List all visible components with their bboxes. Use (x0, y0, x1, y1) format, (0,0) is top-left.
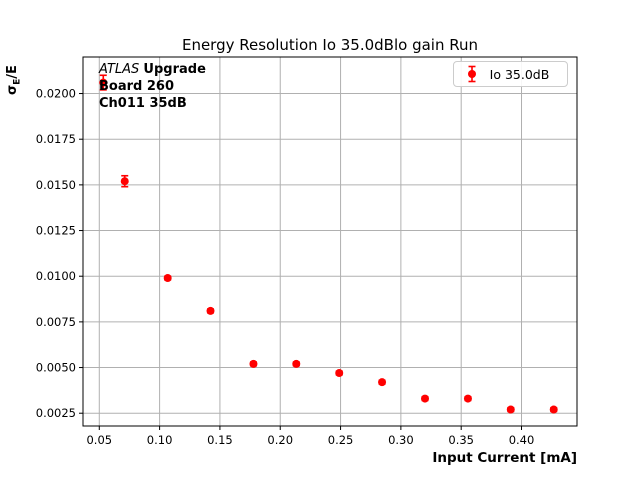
data-point (120, 177, 129, 186)
x-tick-label: 0.20 (267, 433, 293, 447)
annotation-line-2: Board 260 (99, 79, 174, 94)
ylabel-subscript: E (12, 78, 23, 85)
plot-border (82, 56, 578, 427)
x-tick-label: 0.10 (147, 433, 173, 447)
y-tick-label: 0.0125 (36, 224, 76, 238)
data-point (421, 394, 429, 403)
series-Io-35-0dB (99, 74, 558, 414)
ylabel-sigma: σ (5, 84, 20, 95)
y-tick-label: 0.0150 (36, 178, 76, 192)
data-point (99, 78, 108, 87)
annotation-upgrade: Upgrade (143, 62, 206, 77)
x-axis-label: Input Current [mA] (432, 450, 577, 466)
annotation: ATLAS Upgrade Board 260 Ch011 35dB (99, 61, 206, 112)
x-tick-label: 0.30 (388, 433, 414, 447)
ylabel-rest: /E (5, 65, 20, 79)
y-tick-label: 0.0025 (36, 406, 76, 420)
y-tick-label: 0.0050 (36, 361, 76, 375)
x-ticks: 0.05 0.10 0.15 0.20 0.25 0.30 0.35 0.40 (86, 426, 534, 447)
y-tick-label: 0.0075 (36, 315, 76, 329)
y-tick-label: 0.0200 (36, 87, 76, 101)
gridlines (83, 57, 577, 426)
annotation-line-1: ATLAS Upgrade (99, 61, 206, 78)
legend-label: Io 35.0dB (489, 66, 550, 82)
legend-marker-icon (468, 65, 476, 83)
chart-title: Energy Resolution Io 35.0dBlo gain Run (181, 36, 479, 54)
data-point (206, 306, 215, 315)
data-point (463, 394, 472, 403)
data-point (378, 378, 387, 387)
data-point (163, 274, 172, 283)
x-tick-label: 0.35 (448, 433, 474, 447)
data-point (506, 405, 515, 414)
x-tick-label: 0.15 (207, 433, 233, 447)
data-point (292, 359, 301, 368)
y-ticks: 0.0025 0.0050 0.0075 0.0100 0.0125 0.0150 0.01… (36, 87, 83, 420)
x-tick-label: 0.25 (328, 433, 354, 447)
y-axis-label: σE/E (5, 54, 23, 106)
legend: Io 35.0dB (453, 61, 568, 87)
data-point (249, 359, 258, 368)
x-tick-label: 0.05 (86, 433, 112, 447)
y-tick-label: 0.0175 (36, 132, 76, 146)
annotation-atlas: ATLAS (99, 62, 140, 77)
data-point (335, 369, 344, 378)
annotation-line-3: Ch011 35dB (99, 96, 187, 111)
data-point (549, 405, 558, 414)
x-tick-label: 0.40 (509, 433, 535, 447)
y-tick-label: 0.0100 (36, 269, 76, 283)
